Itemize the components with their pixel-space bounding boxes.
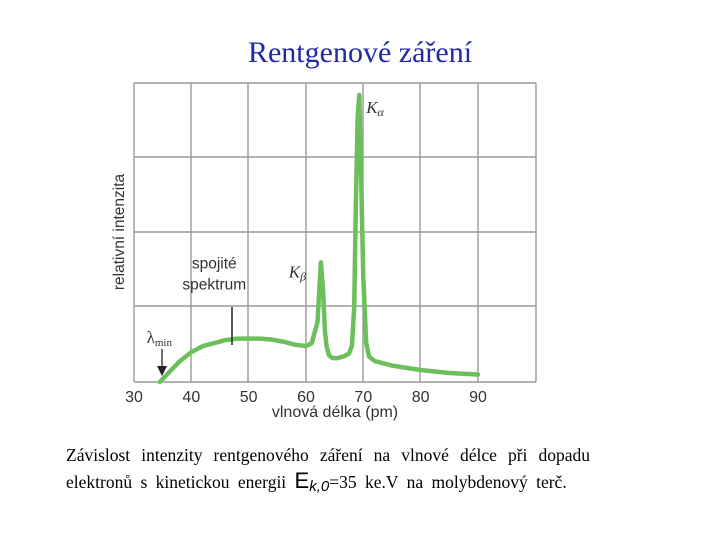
caption-text-1: Závislost intenzity rentgenového záření … (66, 445, 590, 492)
caption-text-2: =35 ke.V na molybdenový terč. (329, 472, 567, 492)
series-line-0 (157, 92, 481, 385)
x-tick-label-50: 50 (240, 389, 258, 406)
x-tick-label-30: 30 (125, 389, 143, 406)
kinetic-energy-symbol: Ek,0 (294, 468, 330, 495)
lambda-min-arrow-head (157, 366, 167, 376)
x-tick-label-70: 70 (354, 389, 372, 406)
continuous-spectrum-label-1: spojité (192, 255, 237, 272)
x-tick-label-60: 60 (297, 389, 315, 406)
k-beta-label: Kβ (288, 262, 306, 283)
x-tick-label-40: 40 (182, 389, 200, 406)
y-axis-label: relativní intenzita (111, 173, 128, 290)
continuous-spectrum-label-2: spektrum (182, 276, 246, 293)
x-tick-label-90: 90 (469, 389, 487, 406)
lambda-min-label: λmin (147, 328, 173, 349)
xray-spectrum-chart: 30 40 50 60 70 80 90 vlnová délka (pm) relativní… (111, 82, 537, 421)
figure-caption: Závislost intenzity rentgenového záření … (66, 443, 590, 499)
k-alpha-label: Kα (365, 98, 384, 119)
x-axis-label: vlnová délka (pm) (272, 404, 398, 421)
page-title: Rentgenové záření (247, 36, 473, 69)
x-tick-label-80: 80 (412, 389, 430, 406)
